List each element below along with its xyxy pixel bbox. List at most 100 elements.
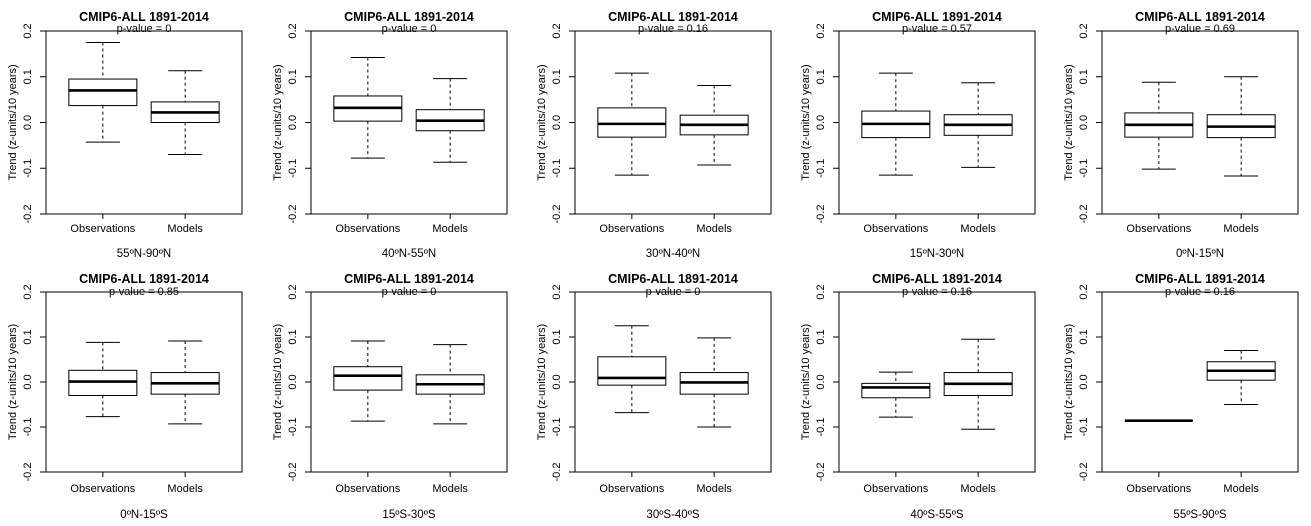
region-label: 15ºS-30ºS	[382, 509, 435, 521]
y-tick-label: 0.2	[815, 23, 827, 38]
y-tick-label: -0.1	[287, 418, 299, 437]
y-axis-label: Trend (z-units/10 years)	[536, 64, 548, 180]
y-tick-label: 0.0	[287, 374, 299, 389]
box-observations	[1124, 81, 1194, 170]
box-observations	[333, 340, 403, 422]
region-label: 30ºN-40ºN	[646, 248, 700, 260]
y-tick-label: 0.1	[551, 69, 563, 84]
iqr-box	[597, 356, 667, 386]
p-value-label: p-value = 0.57	[902, 23, 972, 35]
y-axis-label: Trend (z-units/10 years)	[800, 64, 812, 180]
category-label-models: Models	[432, 483, 468, 495]
y-tick-label: -0.1	[22, 159, 34, 178]
y-tick-label: 0.0	[551, 115, 563, 130]
y-axis-label: Trend (z-units/10 years)	[800, 324, 812, 440]
y-tick-label: 0.2	[22, 284, 34, 299]
y-tick-label: 0.1	[22, 329, 34, 344]
y-tick-label: 0.0	[1078, 374, 1090, 389]
y-tick-label: 0.0	[287, 115, 299, 130]
panel-title: CMIP6-ALL 1891-2014	[79, 272, 209, 286]
category-label-models: Models	[696, 483, 732, 495]
panel-title: CMIP6-ALL 1891-2014	[79, 10, 209, 24]
category-label-models: Models	[167, 483, 203, 495]
p-value-label: p-value = 0	[382, 23, 437, 35]
y-tick-label: 0.2	[287, 284, 299, 299]
box-observations	[333, 57, 403, 159]
panel-title: CMIP6-ALL 1891-2014	[1135, 272, 1265, 286]
category-label-observations: Observations	[70, 223, 135, 235]
region-label: 0ºN-15ºS	[120, 509, 168, 521]
box-models	[150, 340, 220, 425]
p-value-label: p-value = 0.16	[638, 23, 708, 35]
panel-title: CMIP6-ALL 1891-2014	[608, 272, 738, 286]
panel-title: CMIP6-ALL 1891-2014	[344, 10, 474, 24]
y-tick-label: -0.2	[551, 205, 563, 224]
y-tick-label: 0.2	[1078, 23, 1090, 38]
y-tick-label: -0.1	[551, 418, 563, 437]
region-label: 0ºN-15ºN	[1176, 248, 1224, 260]
panel-title: CMIP6-ALL 1891-2014	[344, 272, 474, 286]
box-observations	[68, 341, 138, 418]
box-observations	[861, 371, 931, 418]
category-label-observations: Observations	[863, 223, 928, 235]
y-tick-label: 0.1	[1078, 69, 1090, 84]
y-tick-label: 0.2	[551, 23, 563, 38]
y-tick-label: 0.1	[287, 69, 299, 84]
category-label-models: Models	[167, 223, 203, 235]
y-tick-label: 0.0	[815, 115, 827, 130]
y-tick-label: 0.1	[1078, 329, 1090, 344]
box-models	[150, 70, 220, 156]
y-tick-label: -0.2	[551, 463, 563, 482]
category-label-models: Models	[1223, 483, 1259, 495]
y-tick-label: -0.1	[815, 159, 827, 178]
box-observations	[861, 72, 931, 176]
iqr-box	[861, 382, 931, 399]
y-tick-label: -0.2	[815, 463, 827, 482]
category-label-observations: Observations	[335, 483, 400, 495]
y-tick-label: -0.1	[1078, 159, 1090, 178]
p-value-label: p-value = 0.69	[1165, 23, 1235, 35]
category-label-models: Models	[432, 223, 468, 235]
p-value-label: p-value = 0	[117, 23, 172, 35]
box-models	[415, 344, 485, 425]
box-observations	[597, 72, 667, 176]
region-label: 15ºN-30ºN	[910, 248, 964, 260]
y-tick-label: 0.1	[815, 69, 827, 84]
box-observations	[597, 325, 667, 414]
y-axis-label: Trend (z-units/10 years)	[272, 324, 284, 440]
y-tick-label: -0.1	[287, 159, 299, 178]
iqr-box	[333, 366, 403, 391]
y-tick-label: -0.1	[815, 418, 827, 437]
y-axis-label: Trend (z-units/10 years)	[7, 324, 19, 440]
region-label: 40ºS-55ºS	[910, 509, 963, 521]
y-tick-label: -0.2	[287, 205, 299, 224]
iqr-box	[68, 369, 138, 396]
y-axis-label: Trend (z-units/10 years)	[1063, 64, 1075, 180]
y-tick-label: 0.0	[22, 374, 34, 389]
box-models	[1206, 76, 1276, 177]
y-tick-label: 0.1	[287, 329, 299, 344]
y-tick-label: 0.2	[815, 284, 827, 299]
region-label: 30ºS-40ºS	[646, 509, 699, 521]
category-label-models: Models	[960, 223, 996, 235]
category-label-observations: Observations	[599, 223, 664, 235]
category-label-observations: Observations	[70, 483, 135, 495]
panel-title: CMIP6-ALL 1891-2014	[608, 10, 738, 24]
y-tick-label: -0.2	[1078, 463, 1090, 482]
box-models	[415, 78, 485, 163]
box-models	[943, 82, 1013, 168]
region-label: 40ºN-55ºN	[382, 248, 436, 260]
y-tick-label: 0.2	[551, 284, 563, 299]
y-tick-label: 0.2	[1078, 284, 1090, 299]
category-label-observations: Observations	[1126, 223, 1191, 235]
y-axis-label: Trend (z-units/10 years)	[536, 324, 548, 440]
